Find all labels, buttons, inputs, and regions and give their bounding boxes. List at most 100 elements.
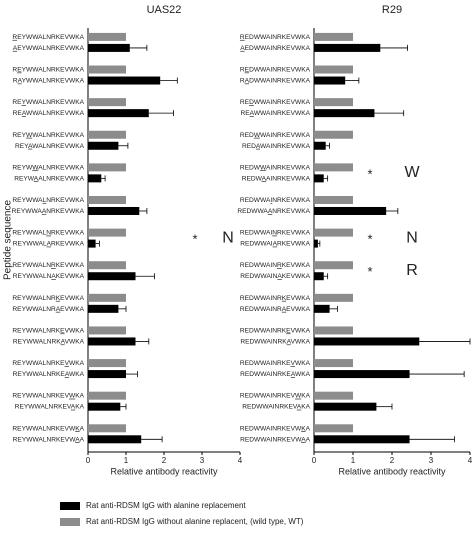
bar-wt xyxy=(88,359,126,368)
x-tick-label: 1 xyxy=(351,456,356,465)
wt-sequence-label: REDWWAINRKEVWKA xyxy=(240,425,311,432)
bar-alanine xyxy=(88,337,136,346)
residue-letter: N xyxy=(222,229,234,246)
bar-wt xyxy=(88,98,126,107)
bar-alanine xyxy=(88,304,119,313)
bar-wt xyxy=(88,65,126,74)
bar-alanine xyxy=(88,370,126,379)
error-bar xyxy=(129,44,148,51)
bar-wt xyxy=(314,261,353,270)
y-tick-label: REDWWAINRKEAWKA xyxy=(240,371,310,378)
bar-wt xyxy=(88,163,126,172)
wt-sequence-label: REYWWALNRKEVWKA xyxy=(12,229,84,236)
bar-alanine xyxy=(88,141,119,150)
bar-alanine xyxy=(314,239,318,248)
wt-sequence-label: REYWWALNRKEVWKA xyxy=(12,132,84,139)
error-bar xyxy=(386,207,399,214)
y-tick-label: REDWWAINAKEVWKA xyxy=(240,273,310,280)
wt-sequence-label: REYWWALNRKEVWKA xyxy=(12,425,84,432)
bar-wt xyxy=(314,163,353,172)
wt-sequence-label: REDWWAINRKEVWKA xyxy=(240,164,311,171)
error-bar xyxy=(419,338,471,345)
wt-sequence-label: REDWWAINRKEVWKA xyxy=(240,360,311,367)
bar-wt xyxy=(88,391,126,400)
bar-wt xyxy=(314,424,353,433)
y-tick-label: REDWWAIARKEVWKA xyxy=(240,240,310,247)
bar-alanine xyxy=(314,304,330,313)
error-bar xyxy=(139,207,148,214)
error-bar xyxy=(120,403,127,410)
x-tick-label: 0 xyxy=(86,456,91,465)
bar-wt xyxy=(314,130,353,139)
bar-alanine xyxy=(314,109,375,118)
x-tick-label: 4 xyxy=(468,456,473,465)
error-bar xyxy=(95,240,100,247)
bar-wt xyxy=(88,32,126,41)
error-bar xyxy=(323,175,329,182)
wt-sequence-label: REDWWAINRKEVWKA xyxy=(240,392,311,399)
y-tick-label: REYWWALNRKEVAKA xyxy=(15,403,85,410)
bar-alanine xyxy=(88,43,130,52)
y-tick-label: REDWWAINRKEVWAA xyxy=(240,436,310,443)
wt-sequence-label: REYWWALNRKEVWKA xyxy=(12,392,84,399)
legend-label: Rat anti-RDSM IgG with alanine replaceme… xyxy=(86,501,246,510)
bar-wt xyxy=(88,130,126,139)
bar-alanine xyxy=(314,174,324,183)
wt-sequence-label: REYWWALNRKEVWKA xyxy=(12,295,84,302)
y-tick-label: REDWAAINRKEVWKA xyxy=(242,175,311,182)
wt-sequence-label: REYWWALNRKEVWKA xyxy=(12,164,84,171)
bar-alanine xyxy=(88,206,140,215)
wt-sequence-label: REDWWAINRKEVWKA xyxy=(240,229,311,236)
legend-swatch xyxy=(60,518,80,526)
x-axis-label: Relative antibody reactivity xyxy=(110,466,218,476)
wt-sequence-label: REDWWAINRKEVWKA xyxy=(240,197,311,204)
y-tick-label: REYWAALNRKEVWKA xyxy=(14,175,84,182)
y-tick-label: REAWWALNRKEVWKA xyxy=(13,110,85,117)
bar-wt xyxy=(314,228,353,237)
significance-star: * xyxy=(367,264,372,279)
x-tick-label: 3 xyxy=(429,456,434,465)
significance-star: * xyxy=(367,166,372,181)
error-bar xyxy=(141,436,163,443)
bar-alanine xyxy=(314,206,387,215)
bar-alanine xyxy=(314,402,377,411)
bar-wt xyxy=(314,391,353,400)
bar-alanine xyxy=(88,109,149,118)
y-tick-label: REYWWALNRKEVWAA xyxy=(13,436,85,443)
bar-alanine xyxy=(88,402,121,411)
y-tick-label: REYWWALNRKEAWKA xyxy=(13,371,85,378)
y-tick-label: RAYWWALNRKEVWKA xyxy=(13,77,85,84)
bar-alanine xyxy=(314,435,410,444)
bar-wt xyxy=(88,326,126,335)
error-bar xyxy=(135,273,155,280)
y-tick-label: REDAWAINRKEVWKA xyxy=(242,143,311,150)
bar-alanine xyxy=(88,272,136,281)
bar-wt xyxy=(314,32,353,41)
bar-alanine xyxy=(314,337,420,346)
y-tick-label: REAWWAINRKEVWKA xyxy=(241,110,311,117)
bar-wt xyxy=(88,424,126,433)
bar-wt xyxy=(88,228,126,237)
panel-title: UAS22 xyxy=(147,4,182,16)
error-bar xyxy=(409,436,455,443)
error-bar xyxy=(160,77,178,84)
y-axis-label: Peptide sequence xyxy=(3,200,14,281)
bar-alanine xyxy=(88,76,161,85)
error-bar xyxy=(345,77,360,84)
wt-sequence-label: REYWWALNRKEVWKA xyxy=(12,66,84,73)
wt-sequence-label: REDWWAINRKEVWKA xyxy=(240,327,311,334)
error-bar xyxy=(329,305,338,312)
y-tick-label: AEYWWALNRKEVWKA xyxy=(13,45,85,52)
wt-sequence-label: REDWWAINRKEVWKA xyxy=(240,34,311,41)
x-tick-label: 0 xyxy=(312,456,317,465)
error-bar xyxy=(101,175,106,182)
error-bar xyxy=(118,305,127,312)
bar-wt xyxy=(314,195,353,204)
bar-alanine xyxy=(88,174,102,183)
y-tick-label: REDWWAINRAEVWKA xyxy=(240,306,311,313)
residue-letter: N xyxy=(406,229,418,246)
error-bar xyxy=(409,371,465,378)
bar-wt xyxy=(88,261,126,270)
bar-wt xyxy=(88,293,126,302)
wt-sequence-label: REDWWAINRKEVWKA xyxy=(240,295,311,302)
